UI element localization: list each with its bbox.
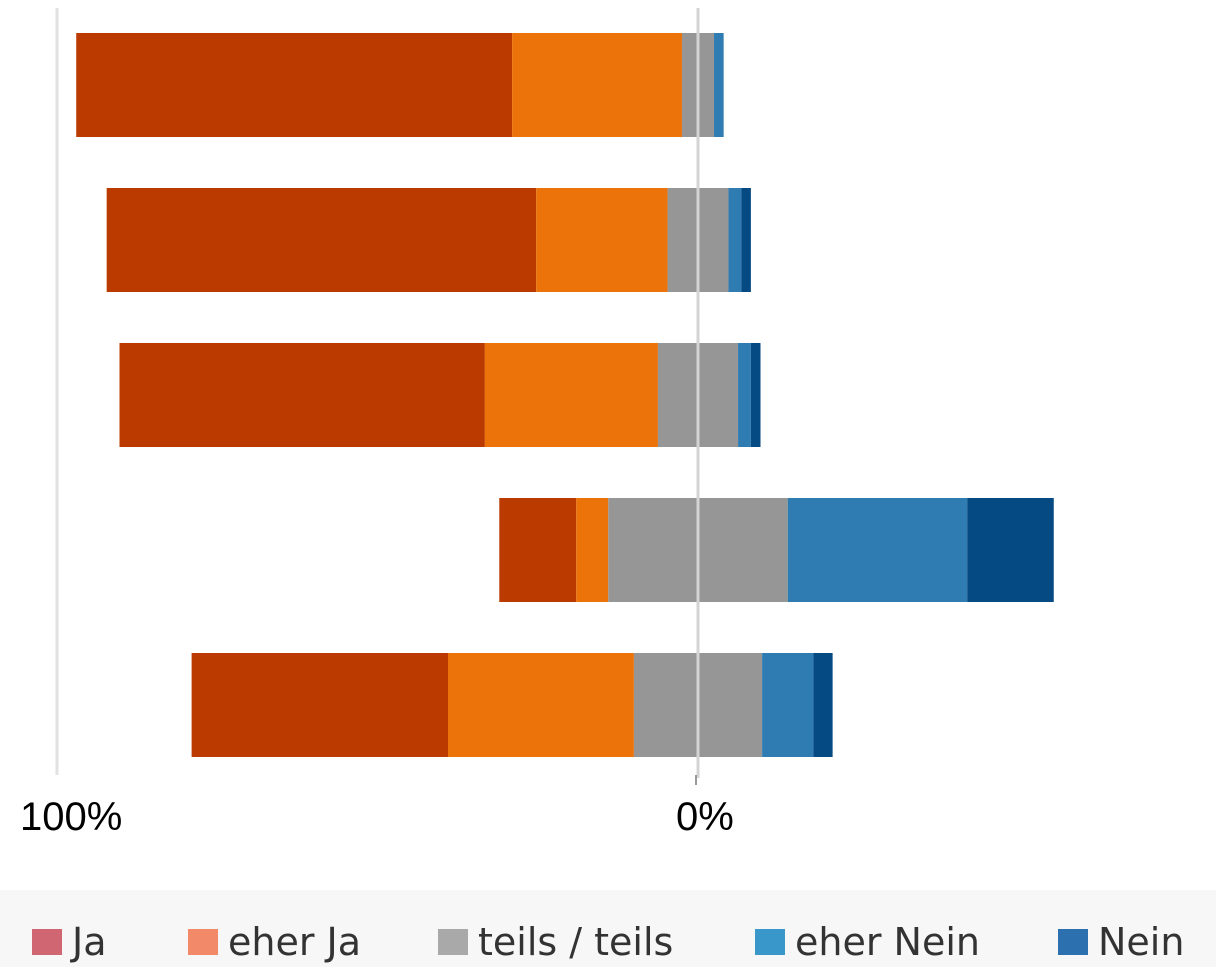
bar-row-4-eher-ja: [576, 498, 609, 602]
legend-item-teils: teils / teils: [438, 918, 673, 966]
legend-swatch-eher-ja: [188, 929, 218, 955]
bar-row-1-eher-nein: [714, 33, 724, 137]
bar-row-2-ja: [106, 188, 537, 292]
legend-label-teils: teils / teils: [478, 920, 674, 964]
bar-row-4-ja: [499, 498, 577, 602]
legend-label-ja: Ja: [72, 920, 107, 964]
bar-row-3-eher-ja: [484, 343, 658, 447]
diverging-bar-chart: 100% 0%: [20, 8, 1054, 839]
legend-item-ja: Ja: [32, 918, 107, 966]
legend-swatch-ja: [32, 929, 62, 955]
legend-label-eher-nein: eher Nein: [795, 920, 980, 964]
legend-item-eher-ja: eher Ja: [188, 918, 361, 966]
bar-row-3-nein: [750, 343, 761, 447]
legend-label-eher-ja: eher Ja: [228, 920, 362, 964]
legend-swatch-nein: [1058, 929, 1088, 955]
legend: Ja eher Ja teils / teils eher Nein Nein: [0, 918, 1216, 966]
tick-label-0: 0%: [676, 795, 734, 839]
legend-item-nein: Nein: [1058, 918, 1184, 966]
legend-swatch-teils: [438, 929, 468, 955]
bar-row-5-ja: [191, 653, 449, 757]
legend-item-eher-nein: eher Nein: [755, 918, 980, 966]
bar-row-3-ja: [119, 343, 485, 447]
bar-row-3-eher-nein: [738, 343, 751, 447]
legend-swatch-eher-nein: [755, 929, 785, 955]
bars-group: [76, 33, 1054, 757]
bar-row-1-ja: [76, 33, 513, 137]
bar-row-4-nein: [967, 498, 1054, 602]
bar-row-5-nein: [813, 653, 833, 757]
bar-row-5-eher-nein: [762, 653, 814, 757]
legend-label-nein: Nein: [1098, 920, 1185, 964]
bar-row-5-eher-ja: [448, 653, 634, 757]
bar-row-2-nein: [741, 188, 751, 292]
bar-row-2-eher-nein: [728, 188, 742, 292]
bar-row-2-eher-ja: [536, 188, 668, 292]
tick-label-100: 100%: [20, 795, 122, 839]
bar-row-4-eher-nein: [787, 498, 968, 602]
bar-row-1-eher-ja: [512, 33, 682, 137]
